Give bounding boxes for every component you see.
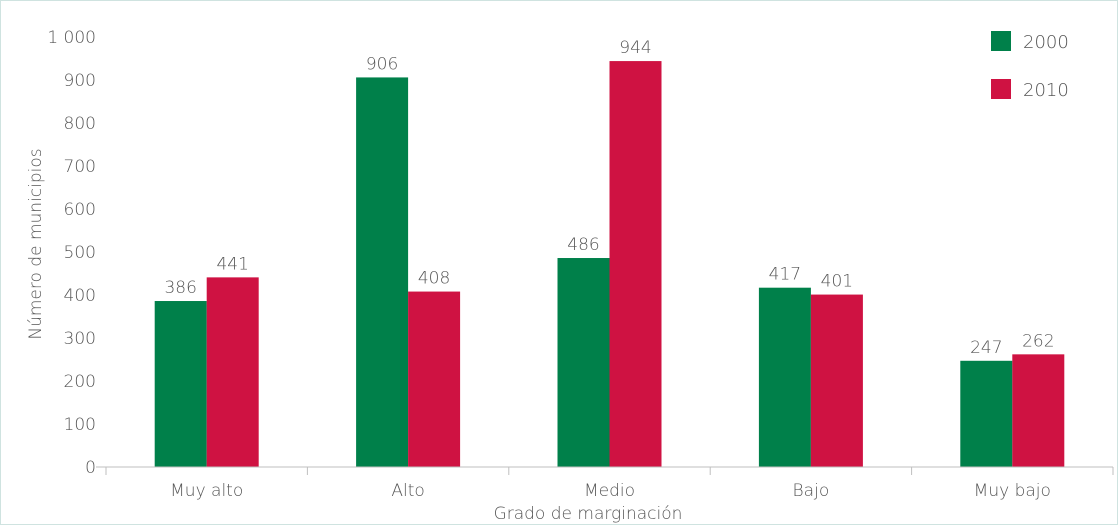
value-label: 944: [619, 38, 651, 58]
y-axis-ticks: 0 100 200 300 400 500 600 700 800 900 1 000: [47, 28, 96, 478]
y-tick-label: 100: [64, 415, 96, 435]
bar-2000-bajo: [758, 287, 811, 467]
y-tick-label: 400: [64, 286, 96, 306]
value-label: 441: [216, 254, 248, 274]
y-tick-label: 900: [64, 71, 96, 91]
bar-2010-muy-bajo: [1012, 354, 1065, 467]
y-tick-label: 1 000: [47, 28, 96, 48]
x-category-label: Bajo: [793, 481, 830, 501]
bar-2010-medio: [609, 61, 662, 467]
bar-2000-muy-bajo: [960, 360, 1013, 467]
value-labels: 386 441 906 408 486 944 417 401 247 262: [164, 38, 1054, 358]
bar-2000-medio: [557, 258, 610, 467]
x-category-label: Muy alto: [170, 481, 243, 501]
x-category-label: Medio: [584, 481, 635, 501]
bar-2000-muy-alto: [154, 301, 207, 467]
value-label: 408: [418, 269, 450, 289]
value-label: 401: [821, 272, 853, 292]
y-tick-label: 800: [64, 114, 96, 134]
value-label: 417: [769, 265, 801, 285]
x-axis-title: Grado de marginación: [494, 504, 683, 524]
legend-label-2000: 2000: [1023, 32, 1069, 53]
y-tick-label: 600: [64, 200, 96, 220]
bars: [154, 61, 1065, 468]
bar-2010-bajo: [810, 294, 863, 467]
bar-2000-alto: [356, 77, 409, 468]
x-axis: [96, 466, 1114, 475]
x-axis-category-labels: Muy alto Alto Medio Bajo Muy bajo: [170, 481, 1051, 501]
y-tick-label: 0: [85, 458, 96, 478]
x-category-label: Alto: [391, 481, 424, 501]
x-category-label: Muy bajo: [974, 481, 1051, 501]
legend-swatch-2010: [991, 79, 1011, 99]
legend-label-2010: 2010: [1023, 80, 1069, 101]
y-tick-label: 500: [64, 243, 96, 263]
y-tick-label: 200: [64, 372, 96, 392]
value-label: 262: [1022, 331, 1054, 351]
legend: 2000 2010: [991, 31, 1069, 101]
y-axis-title: Número de municipios: [26, 148, 46, 339]
y-tick-label: 700: [64, 157, 96, 177]
value-label: 386: [164, 278, 196, 298]
bar-2010-muy-alto: [206, 277, 259, 467]
value-label: 486: [567, 235, 599, 255]
value-label: 247: [970, 338, 1002, 358]
value-label: 906: [366, 54, 398, 74]
y-tick-label: 300: [64, 329, 96, 349]
bar-2010-alto: [408, 291, 461, 467]
legend-swatch-2000: [991, 31, 1011, 51]
